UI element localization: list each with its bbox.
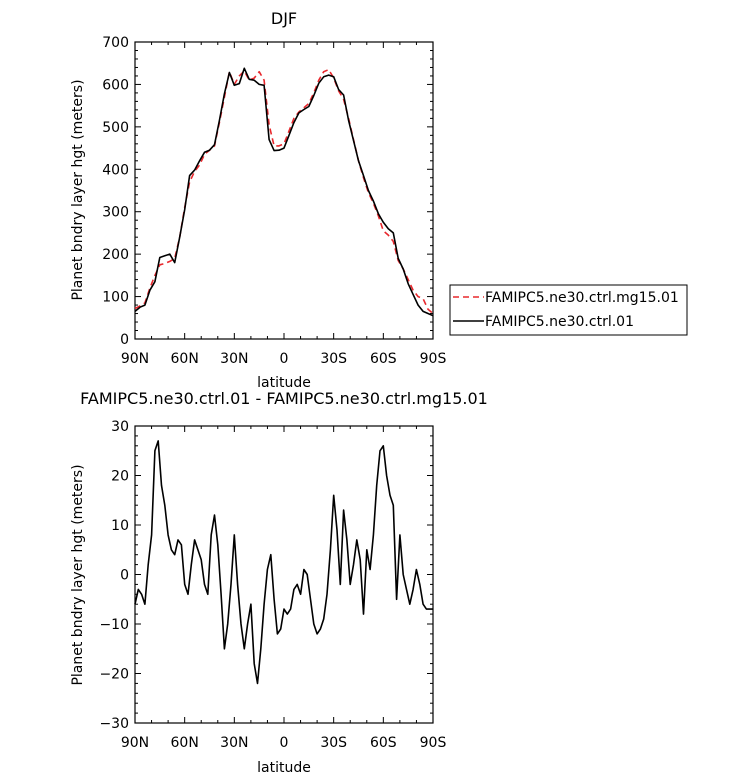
y-axis: −30 −20 −10 0 10 20 30 [99, 419, 433, 732]
x-axis: 90N 60N 30N 0 30S 60S 90S [121, 42, 447, 367]
legend-label-mg15: FAMIPC5.ne30.ctrl.mg15.01 [485, 290, 679, 306]
x-tick-label: 90N [121, 351, 149, 367]
x-tick-label: 0 [280, 735, 289, 751]
x-axis-label: latitude [257, 375, 311, 391]
x-tick-label: 90N [121, 735, 149, 751]
y-tick-label: 100 [102, 290, 129, 306]
series-line-0-1 [134, 67, 434, 317]
y-tick-label: −30 [99, 716, 129, 732]
y-axis-label: Planet bndry layer hgt (meters) [70, 79, 86, 300]
x-axis: 90N 60N 30N 0 30S 60S 90S [121, 426, 447, 751]
plot-frame [134, 425, 434, 724]
x-tick-label: 30S [320, 351, 347, 367]
legend-box [449, 284, 688, 336]
series-line-0-0 [134, 68, 434, 315]
y-tick-label: 200 [102, 247, 129, 263]
y-tick-label: 0 [120, 568, 129, 584]
series-group [134, 440, 433, 685]
legend-label-ctrl: FAMIPC5.ne30.ctrl.01 [485, 314, 634, 330]
y-tick-label: 700 [102, 35, 129, 51]
x-tick-label: 60S [370, 351, 397, 367]
series-line-1-0 [134, 440, 433, 685]
x-tick-label: 30S [320, 735, 347, 751]
chart-panel-top: DJF 0 100 200 300 400 500 600 700 90N 60N 30N 0 30S… [70, 9, 688, 391]
x-tick-label: 0 [280, 351, 289, 367]
x-tick-label: 90S [420, 351, 447, 367]
x-tick-label: 60N [171, 735, 199, 751]
chart-title: DJF [271, 9, 297, 28]
chart-panel-bottom: FAMIPC5.ne30.ctrl.01 - FAMIPC5.ne30.ctrl… [70, 389, 488, 776]
legend: FAMIPC5.ne30.ctrl.mg15.01 FAMIPC5.ne30.c… [449, 284, 688, 336]
x-tick-label: 30N [220, 735, 248, 751]
x-tick-label: 60S [370, 735, 397, 751]
x-tick-label: 90S [420, 735, 447, 751]
y-tick-label: 300 [102, 205, 129, 221]
y-tick-label: 600 [102, 77, 129, 93]
y-tick-label: 0 [120, 332, 129, 348]
x-axis-label: latitude [257, 760, 311, 776]
x-tick-label: 60N [171, 351, 199, 367]
chart-title: FAMIPC5.ne30.ctrl.01 - FAMIPC5.ne30.ctrl… [80, 389, 488, 408]
y-tick-label: 10 [111, 518, 129, 534]
plot-frame [134, 41, 434, 340]
y-tick-label: −20 [99, 667, 129, 683]
y-tick-label: 500 [102, 120, 129, 136]
y-axis-label: Planet bndry layer hgt (meters) [70, 464, 86, 685]
x-tick-label: 30N [220, 351, 248, 367]
y-axis: 0 100 200 300 400 500 600 700 [102, 35, 433, 348]
y-tick-label: −10 [99, 617, 129, 633]
y-tick-label: 30 [111, 419, 129, 435]
series-group [134, 67, 434, 317]
y-tick-label: 400 [102, 162, 129, 178]
y-tick-label: 20 [111, 469, 129, 485]
